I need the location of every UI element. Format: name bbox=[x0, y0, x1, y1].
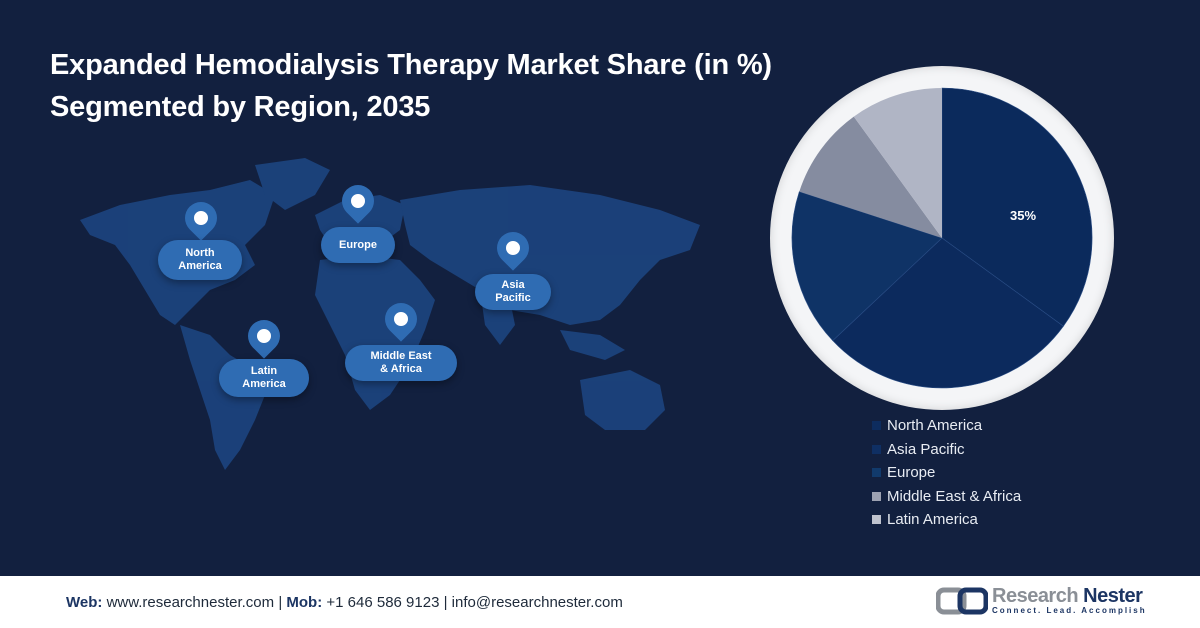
mobile-number[interactable]: +1 646 586 9123 bbox=[326, 594, 440, 611]
pie-slice-north-america[interactable] bbox=[941, 87, 1093, 327]
research-nester-logo[interactable]: Research Nester Connect. Lead. Accomplis… bbox=[936, 586, 1147, 616]
legend-item-latin-america[interactable]: Latin America bbox=[872, 508, 1021, 532]
title-line-2: Segmented by Region, 2035 bbox=[50, 91, 431, 123]
web-label: Web: bbox=[66, 594, 103, 611]
infographic-canvas: Expanded Hemodialysis Therapy Market Sha… bbox=[0, 0, 1200, 576]
pie-slice-latin-america[interactable] bbox=[853, 87, 942, 238]
legend-item-europe[interactable]: Europe bbox=[872, 461, 1021, 485]
region-label-latin-america: Latin America bbox=[219, 359, 309, 397]
pie-chart-svg bbox=[791, 87, 1093, 389]
legend-item-asia-pacific[interactable]: Asia Pacific bbox=[872, 438, 1021, 462]
chart-legend: North America Asia Pacific Europe Middle… bbox=[872, 414, 1021, 532]
legend-swatch bbox=[872, 515, 881, 525]
footer: Web: www.researchnester.com | Mob: +1 64… bbox=[0, 576, 1200, 628]
logo-mark-icon bbox=[936, 587, 988, 615]
title-line-1: Expanded Hemodialysis Therapy Market Sha… bbox=[50, 49, 772, 81]
separator: | bbox=[443, 594, 448, 611]
separator: | bbox=[278, 594, 283, 611]
chart-title: Expanded Hemodialysis Therapy Market Sha… bbox=[50, 44, 772, 128]
logo-text: Research Nester Connect. Lead. Accomplis… bbox=[992, 586, 1147, 616]
legend-swatch bbox=[872, 491, 881, 501]
email-link[interactable]: info@researchnester.com bbox=[451, 594, 623, 611]
region-label-north-america: North America bbox=[158, 240, 242, 280]
region-label-europe: Europe bbox=[321, 227, 395, 263]
legend-swatch bbox=[872, 421, 881, 431]
pie-slice-asia-pacific[interactable] bbox=[832, 237, 1064, 389]
logo-name: Research Nester bbox=[992, 585, 1143, 607]
pie-chart bbox=[770, 66, 1114, 410]
legend-swatch bbox=[872, 444, 881, 454]
pie-data-label-north-america: 35% bbox=[1010, 208, 1037, 223]
legend-item-middle-east-africa[interactable]: Middle East & Africa bbox=[872, 485, 1021, 509]
legend-item-north-america[interactable]: North America bbox=[872, 414, 1021, 438]
mobile-label: Mob: bbox=[286, 594, 323, 611]
legend-swatch bbox=[872, 468, 881, 478]
web-link[interactable]: www.researchnester.com bbox=[106, 594, 275, 611]
contact-info: Web: www.researchnester.com | Mob: +1 64… bbox=[66, 594, 623, 611]
logo-tagline: Connect. Lead. Accomplish bbox=[992, 606, 1147, 615]
pie-slice-middle-east-africa[interactable] bbox=[799, 116, 942, 238]
region-label-middle-east-africa: Middle East & Africa bbox=[345, 345, 457, 381]
pie-slice-europe[interactable] bbox=[791, 191, 943, 342]
region-label-asia-pacific: Asia Pacific bbox=[475, 274, 551, 310]
